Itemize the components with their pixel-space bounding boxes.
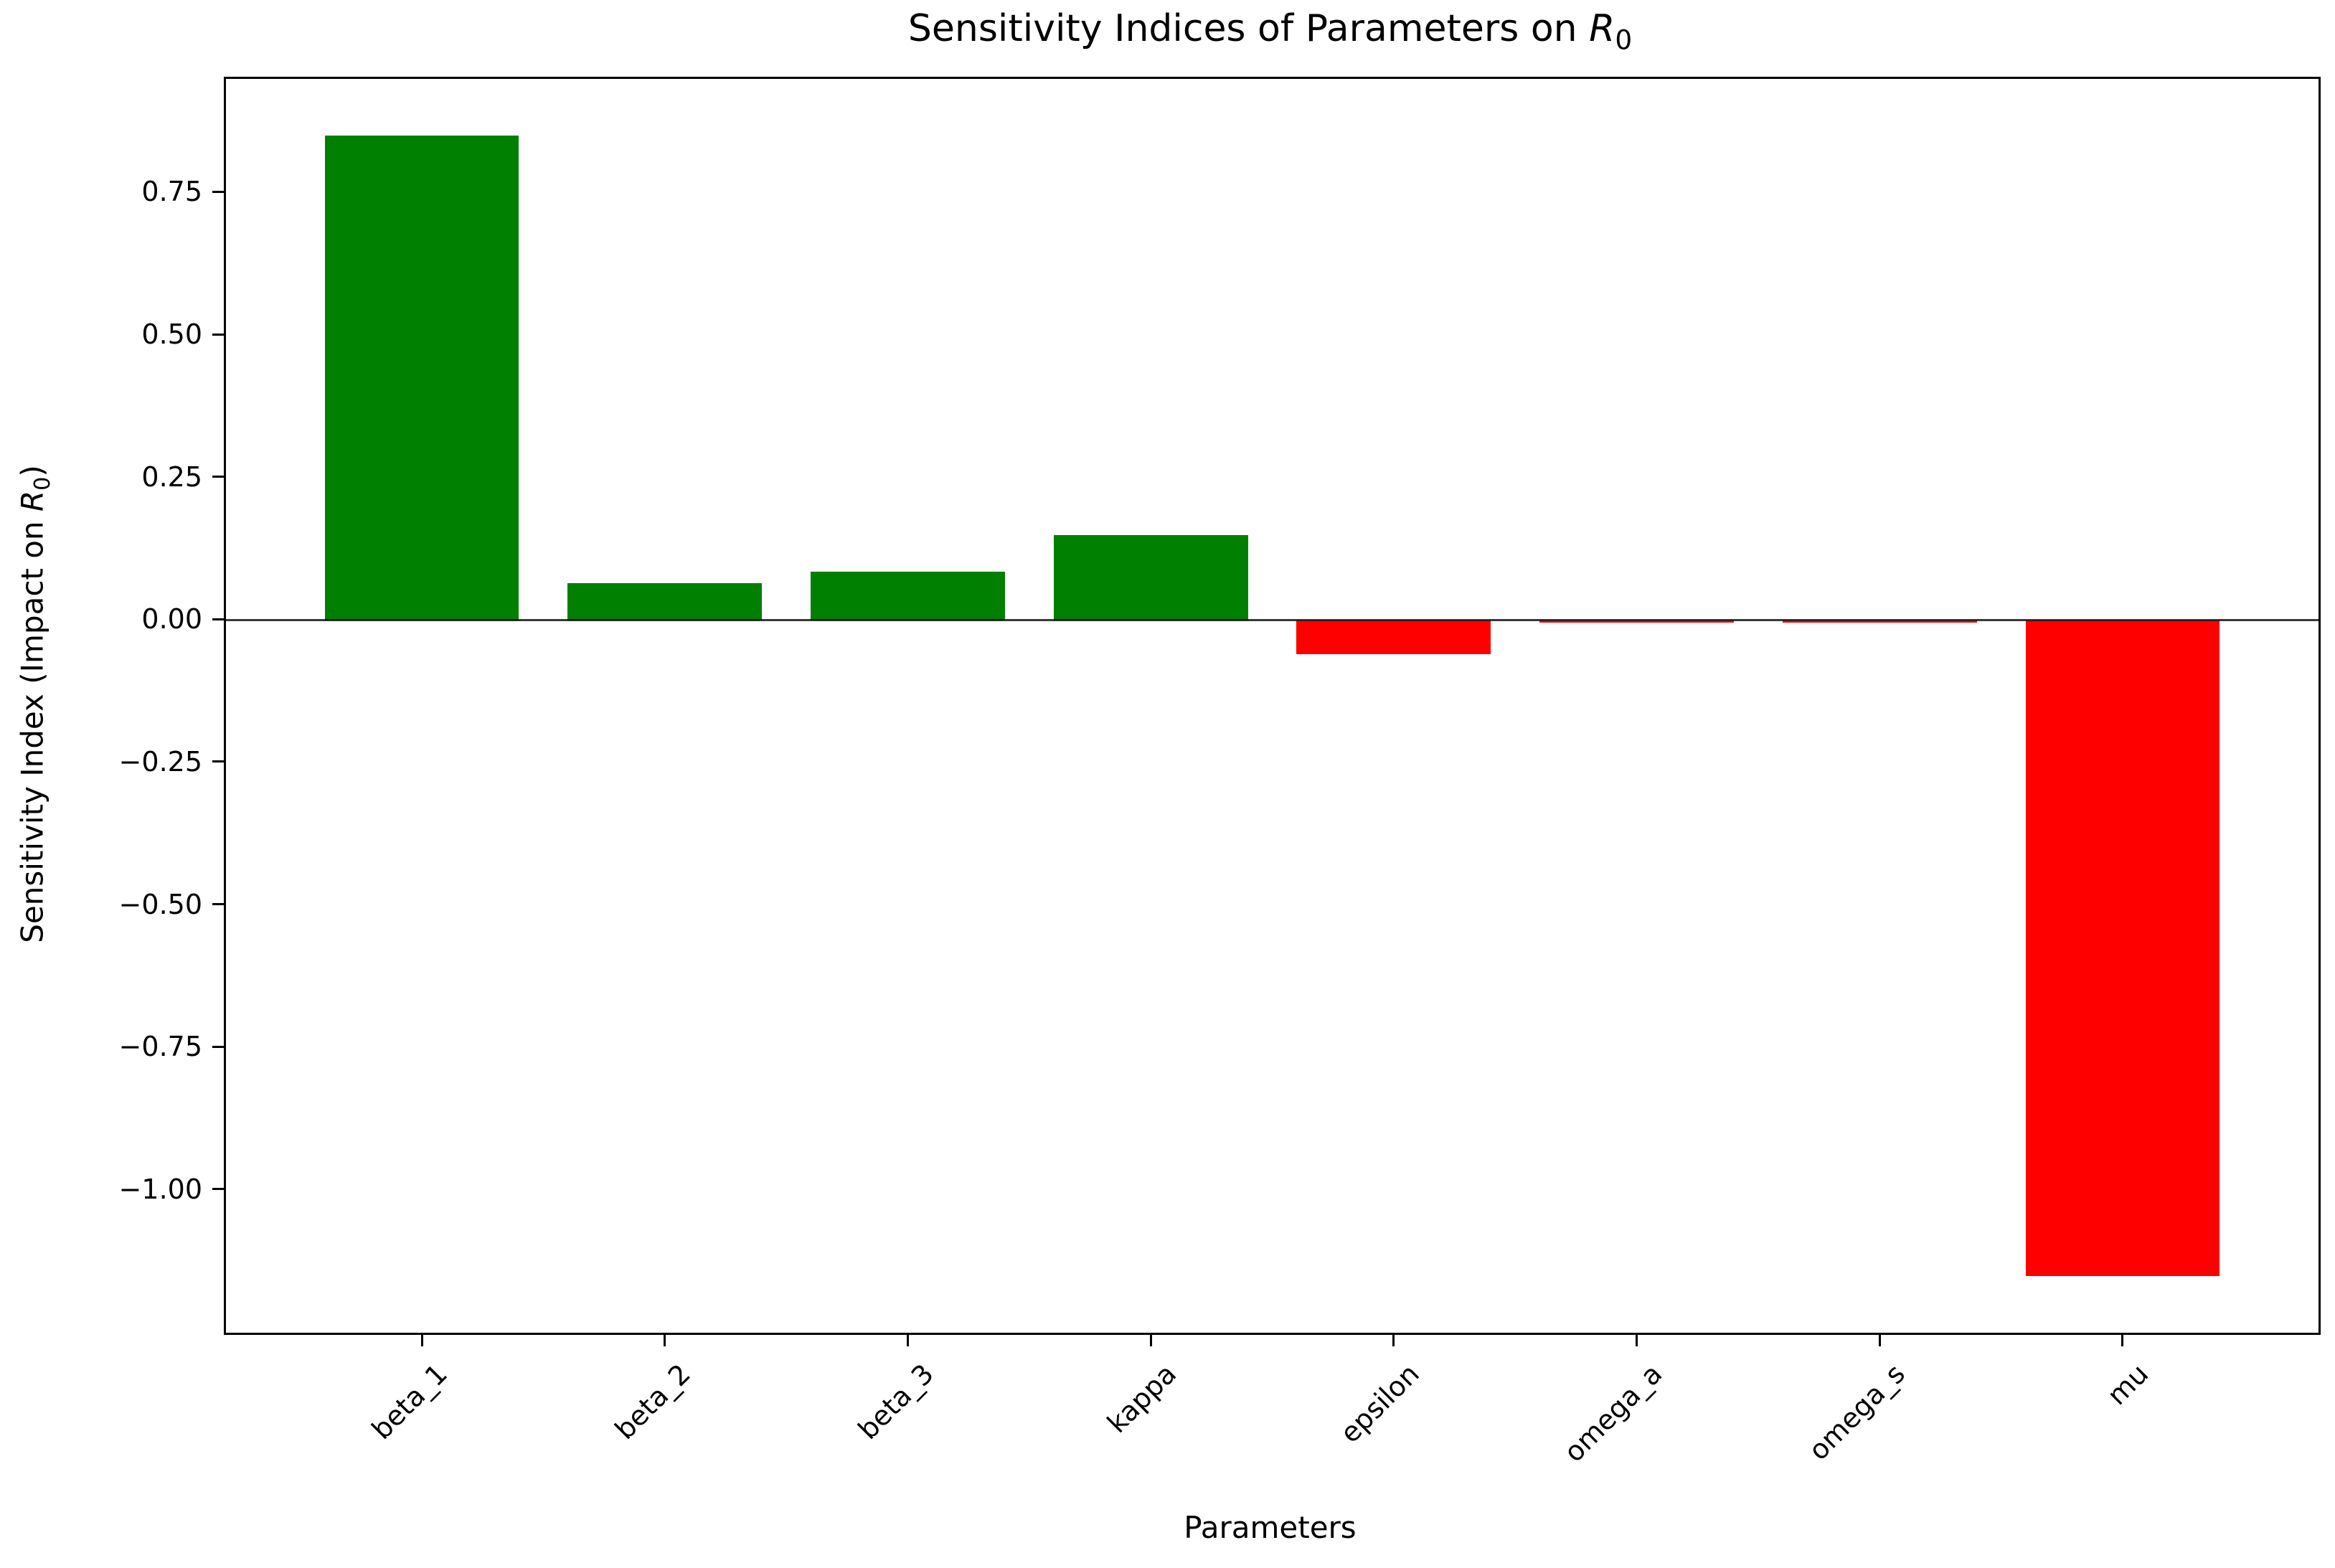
- chart-title: Sensitivity Indices of Parameters on R0: [224, 7, 2316, 53]
- x-tick-label-beta_2: beta_2: [608, 1358, 697, 1446]
- bar-kappa: [1053, 534, 1248, 620]
- zero-line: [226, 619, 2319, 622]
- y-tick-label: −0.75: [118, 1031, 202, 1063]
- bar-epsilon: [1296, 620, 1491, 655]
- bar-omega_a: [1539, 620, 1735, 623]
- y-tick-mark: [212, 476, 224, 478]
- bar-omega_s: [1782, 620, 1977, 623]
- y-tick-mark: [212, 760, 224, 763]
- x-tick-label-mu: mu: [2100, 1358, 2155, 1412]
- y-tick-mark: [212, 1188, 224, 1191]
- y-axis-label-text: Sensitivity Index (Impact on: [14, 511, 50, 943]
- chart-title-sub: 0: [1615, 24, 1633, 56]
- x-tick-label-kappa: kappa: [1101, 1358, 1183, 1440]
- y-tick-mark: [212, 618, 224, 620]
- bar-beta_2: [567, 583, 763, 620]
- bar-beta_1: [324, 136, 519, 620]
- x-tick-mark: [664, 1335, 666, 1346]
- y-tick-mark: [212, 1045, 224, 1048]
- x-tick-mark: [2121, 1335, 2124, 1346]
- y-tick-mark: [212, 333, 224, 336]
- x-tick-label-omega_s: omega_s: [1803, 1358, 1912, 1467]
- bar-beta_3: [810, 572, 1005, 620]
- y-tick-label: −1.00: [118, 1173, 202, 1205]
- x-tick-mark: [906, 1335, 909, 1346]
- x-tick-label-epsilon: epsilon: [1334, 1358, 1425, 1450]
- y-tick-mark: [212, 903, 224, 906]
- x-tick-mark: [1878, 1335, 1881, 1346]
- x-tick-label-omega_a: omega_a: [1558, 1358, 1669, 1468]
- y-tick-label: −0.50: [118, 888, 202, 920]
- y-tick-label: 0.50: [141, 318, 202, 351]
- x-axis-label: Parameters: [1184, 1510, 1357, 1545]
- chart-title-text: Sensitivity Indices of Parameters on: [907, 7, 1590, 50]
- x-tick-label-beta_1: beta_1: [365, 1358, 454, 1446]
- y-tick-label: 0.25: [141, 461, 202, 493]
- chart-title-var: R: [1589, 7, 1615, 50]
- x-tick-label-beta_3: beta_3: [852, 1358, 940, 1446]
- y-tick-label: 0.00: [141, 603, 202, 636]
- y-tick-mark: [212, 190, 224, 193]
- x-tick-mark: [1149, 1335, 1152, 1346]
- y-axis-label: Sensitivity Index (Impact on R0): [7, 77, 57, 1331]
- axes: [224, 77, 2321, 1335]
- y-tick-label: −0.25: [118, 745, 202, 778]
- bar-mu: [2025, 620, 2220, 1276]
- x-tick-mark: [1392, 1335, 1395, 1346]
- x-tick-mark: [420, 1335, 423, 1346]
- y-tick-label: 0.75: [141, 176, 202, 208]
- x-tick-mark: [1636, 1335, 1638, 1346]
